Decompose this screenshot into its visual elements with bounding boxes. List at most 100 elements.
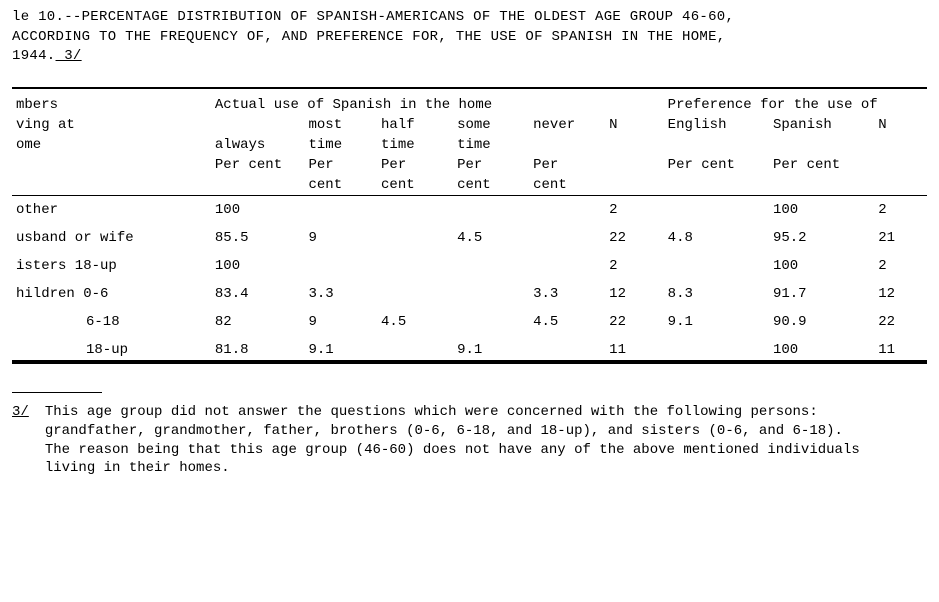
cell: 90.9 bbox=[769, 308, 874, 336]
cell bbox=[377, 336, 453, 361]
cell: 82 bbox=[211, 308, 305, 336]
stub-head-3: ome bbox=[12, 135, 211, 155]
col-half-time: time bbox=[377, 135, 453, 155]
col-spanish: Spanish bbox=[769, 115, 874, 135]
cell: 12 bbox=[605, 280, 664, 308]
u-eng: Per cent bbox=[664, 155, 769, 175]
row-label: 6-18 bbox=[12, 308, 211, 336]
header-row-4: Per cent Per Per Per Per Per cent Per ce… bbox=[12, 155, 927, 175]
header-row-5: cent cent cent cent bbox=[12, 175, 927, 196]
cell bbox=[529, 224, 605, 252]
table-row: usband or wife 85.5 9 4.5 22 4.8 95.2 21 bbox=[12, 224, 927, 252]
cell bbox=[304, 196, 377, 224]
row-label: hildren 0-6 bbox=[12, 280, 211, 308]
cell: 9.1 bbox=[453, 336, 529, 361]
cell bbox=[453, 308, 529, 336]
group-actual-use: Actual use of Spanish in the home bbox=[211, 95, 605, 115]
cell: 12 bbox=[874, 280, 927, 308]
cell bbox=[664, 196, 769, 224]
cell: 3.3 bbox=[529, 280, 605, 308]
table-title: le 10.--PERCENTAGE DISTRIBUTION OF SPANI… bbox=[12, 8, 927, 67]
cell: 9.1 bbox=[304, 336, 377, 361]
table-row: isters 18-up 100 2 100 2 bbox=[12, 252, 927, 280]
cell: 83.4 bbox=[211, 280, 305, 308]
cell: 4.5 bbox=[453, 224, 529, 252]
cell: 11 bbox=[874, 336, 927, 361]
col-most: most bbox=[304, 115, 377, 135]
group-preference: Preference for the use of bbox=[664, 95, 927, 115]
cell: 8.3 bbox=[664, 280, 769, 308]
cell: 95.2 bbox=[769, 224, 874, 252]
cell: 100 bbox=[211, 196, 305, 224]
col-n1: N bbox=[605, 115, 664, 135]
cell: 2 bbox=[874, 196, 927, 224]
col-n2: N bbox=[874, 115, 927, 135]
row-label: isters 18-up bbox=[12, 252, 211, 280]
cell: 2 bbox=[605, 196, 664, 224]
cell: 2 bbox=[605, 252, 664, 280]
title-line-1: le 10.--PERCENTAGE DISTRIBUTION OF SPANI… bbox=[12, 9, 734, 25]
footnote-mark: 3/ bbox=[12, 403, 29, 479]
cell bbox=[529, 252, 605, 280]
u-never2: cent bbox=[529, 175, 605, 196]
stub-head-2: ving at bbox=[12, 115, 211, 135]
cell bbox=[377, 280, 453, 308]
cell: 22 bbox=[874, 308, 927, 336]
cell: 4.5 bbox=[529, 308, 605, 336]
row-label: other bbox=[12, 196, 211, 224]
title-line-3: 1944. 3/ bbox=[12, 48, 82, 64]
cell bbox=[529, 336, 605, 361]
cell: 11 bbox=[605, 336, 664, 361]
footnote-rule bbox=[12, 392, 102, 393]
cell: 9.1 bbox=[664, 308, 769, 336]
u-never: Per bbox=[529, 155, 605, 175]
cell: 100 bbox=[769, 252, 874, 280]
cell bbox=[377, 196, 453, 224]
cell: 22 bbox=[605, 224, 664, 252]
cell: 2 bbox=[874, 252, 927, 280]
cell: 9 bbox=[304, 308, 377, 336]
col-most-time: time bbox=[304, 135, 377, 155]
footnote: 3/ This age group did not answer the que… bbox=[12, 403, 872, 479]
cell: 85.5 bbox=[211, 224, 305, 252]
col-some: some bbox=[453, 115, 529, 135]
u-most2: cent bbox=[304, 175, 377, 196]
u-span: Per cent bbox=[769, 155, 874, 175]
cell: 100 bbox=[211, 252, 305, 280]
table-row: 18-up 81.8 9.1 9.1 11 100 11 bbox=[12, 336, 927, 361]
cell: 4.5 bbox=[377, 308, 453, 336]
cell bbox=[664, 336, 769, 361]
cell bbox=[453, 280, 529, 308]
table-row: other 100 2 100 2 bbox=[12, 196, 927, 224]
cell bbox=[304, 252, 377, 280]
u-half2: cent bbox=[377, 175, 453, 196]
col-always: always bbox=[211, 135, 305, 155]
cell: 100 bbox=[769, 336, 874, 361]
cell: 100 bbox=[769, 196, 874, 224]
row-label: 18-up bbox=[12, 336, 211, 361]
data-table: mbers Actual use of Spanish in the home … bbox=[12, 95, 927, 362]
cell: 9 bbox=[304, 224, 377, 252]
u-some: Per bbox=[453, 155, 529, 175]
u-some2: cent bbox=[453, 175, 529, 196]
stub-head-1: mbers bbox=[12, 95, 211, 115]
col-half: half bbox=[377, 115, 453, 135]
cell bbox=[377, 224, 453, 252]
footnote-text: This age group did not answer the questi… bbox=[45, 403, 872, 479]
table-row: 6-18 82 9 4.5 4.5 22 9.1 90.9 22 bbox=[12, 308, 927, 336]
cell: 22 bbox=[605, 308, 664, 336]
u-most: Per bbox=[304, 155, 377, 175]
u-half: Per bbox=[377, 155, 453, 175]
table-row: hildren 0-6 83.4 3.3 3.3 12 8.3 91.7 12 bbox=[12, 280, 927, 308]
cell: 91.7 bbox=[769, 280, 874, 308]
cell bbox=[529, 196, 605, 224]
cell: 4.8 bbox=[664, 224, 769, 252]
col-never: never bbox=[529, 115, 605, 135]
cell bbox=[664, 252, 769, 280]
cell: 81.8 bbox=[211, 336, 305, 361]
u-always: Per cent bbox=[211, 155, 305, 175]
header-row-3: ome always time time time bbox=[12, 135, 927, 155]
title-line-2: ACCORDING TO THE FREQUENCY OF, AND PREFE… bbox=[12, 29, 726, 45]
col-english: English bbox=[664, 115, 769, 135]
header-row-2: ving at most half some never N English S… bbox=[12, 115, 927, 135]
